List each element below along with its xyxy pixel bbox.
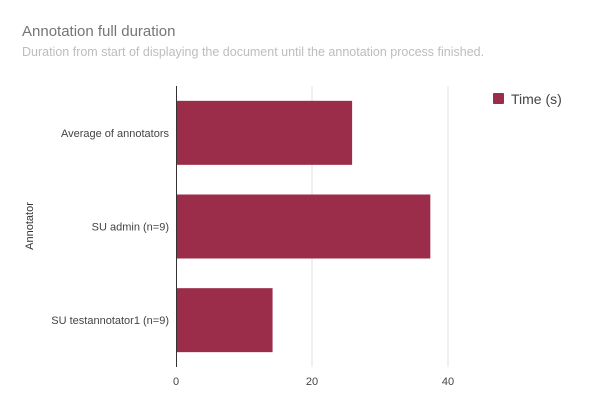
- category-label: SU admin (n=9): [92, 222, 169, 234]
- category-labels: Average of annotators SU admin (n=9) SU te…: [51, 128, 169, 327]
- bar[interactable]: [176, 288, 273, 353]
- bar[interactable]: [176, 100, 353, 165]
- bars: [176, 100, 431, 353]
- x-tick-labels: 0 20 40: [173, 376, 454, 388]
- legend-swatch: [493, 93, 504, 104]
- category-label: Average of annotators: [61, 128, 170, 140]
- y-axis-title: Annotator: [24, 202, 36, 250]
- x-tick-label: 40: [442, 376, 454, 388]
- chart-title: Annotation full duration: [22, 23, 175, 40]
- legend: Time (s): [493, 91, 562, 107]
- chart-subtitle: Duration from start of displaying the do…: [22, 45, 484, 59]
- x-tick-label: 0: [173, 376, 179, 388]
- bar[interactable]: [176, 194, 431, 259]
- category-label: SU testannotator1 (n=9): [51, 315, 169, 327]
- x-tick-label: 20: [306, 376, 318, 388]
- legend-label: Time (s): [511, 91, 562, 107]
